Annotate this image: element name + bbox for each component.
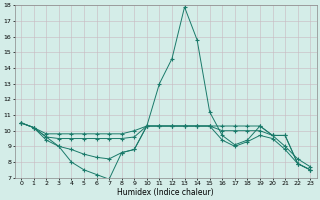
X-axis label: Humidex (Indice chaleur): Humidex (Indice chaleur) [117,188,214,197]
